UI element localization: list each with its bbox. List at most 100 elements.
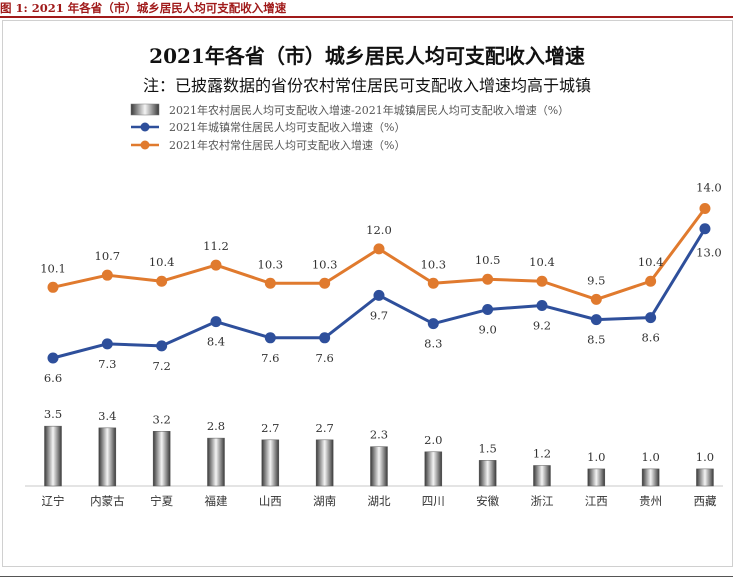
legend-item-rural: 2021年农村常住居民人均可支配收入增速（%） bbox=[131, 138, 405, 152]
chart-title: 2021年各省（市）城乡居民人均可支配收入增速 bbox=[149, 44, 585, 68]
line-series bbox=[47, 203, 711, 364]
rural-point bbox=[373, 243, 385, 255]
bar bbox=[44, 425, 62, 487]
bar-value-label: 3.5 bbox=[44, 407, 62, 421]
bar-value-label: 2.3 bbox=[370, 428, 388, 442]
urban-value-label: 7.2 bbox=[153, 359, 171, 373]
rural-point bbox=[482, 273, 494, 285]
bar-value-label: 1.2 bbox=[533, 446, 551, 460]
bar-value-label: 3.2 bbox=[153, 412, 171, 426]
bottom-rule bbox=[0, 576, 733, 577]
legend-label-urban: 2021年城镇常住居民人均可支配收入增速（%） bbox=[169, 120, 405, 134]
bar bbox=[261, 439, 280, 487]
legend-item-bar: 2021年农村居民人均可支配收入增速-2021年城镇居民人均可支配收入增速（%） bbox=[130, 103, 569, 117]
urban-value-label: 9.0 bbox=[478, 323, 496, 337]
rural-point bbox=[101, 269, 113, 281]
x-tick-label: 湖南 bbox=[313, 494, 336, 508]
x-tick-label: 浙江 bbox=[530, 494, 553, 508]
x-tick-label: 山西 bbox=[259, 494, 282, 508]
legend: 2021年农村居民人均可支配收入增速-2021年城镇居民人均可支配收入增速（%）… bbox=[130, 103, 569, 152]
urban-value-label: 7.6 bbox=[261, 351, 279, 365]
legend-bar-swatch bbox=[130, 103, 160, 116]
bar-value-label: 2.7 bbox=[316, 421, 334, 435]
urban-point bbox=[264, 332, 276, 344]
legend-rural-marker bbox=[140, 140, 150, 150]
bar bbox=[98, 427, 117, 487]
bar-value-label: 1.5 bbox=[478, 441, 496, 455]
rural-point bbox=[427, 277, 439, 289]
rural-value-label: 14.0 bbox=[696, 181, 722, 195]
urban-point bbox=[699, 223, 711, 235]
rural-point bbox=[536, 275, 548, 287]
bar bbox=[424, 451, 443, 487]
urban-value-label: 8.5 bbox=[587, 333, 605, 347]
rural-point bbox=[590, 293, 602, 305]
x-tick-label: 宁夏 bbox=[150, 494, 173, 508]
rural-value-label: 10.3 bbox=[312, 257, 338, 271]
urban-value-label: 13.0 bbox=[696, 246, 722, 260]
chart-frame: 2021年各省（市）城乡居民人均可支配收入增速 注：已披露数据的省份农村常住居民… bbox=[2, 20, 733, 567]
x-tick-label: 西藏 bbox=[693, 494, 716, 508]
urban-point bbox=[319, 332, 331, 344]
legend-label-bar: 2021年农村居民人均可支配收入增速-2021年城镇居民人均可支配收入增速（%） bbox=[169, 103, 569, 117]
urban-point bbox=[373, 289, 385, 301]
bar bbox=[152, 431, 171, 487]
bar-value-label: 2.0 bbox=[424, 433, 442, 447]
rural-value-label: 10.1 bbox=[40, 261, 66, 275]
urban-value-label: 8.3 bbox=[424, 337, 442, 351]
urban-point bbox=[210, 316, 222, 328]
bar bbox=[696, 468, 714, 487]
urban-point bbox=[536, 299, 548, 311]
bar bbox=[641, 468, 660, 487]
chart-svg: 2021年各省（市）城乡居民人均可支配收入增速 注：已披露数据的省份农村常住居民… bbox=[25, 44, 723, 508]
bar-value-label: 2.7 bbox=[261, 421, 279, 435]
urban-value-label: 8.6 bbox=[641, 331, 659, 345]
rural-value-label: 10.5 bbox=[475, 253, 501, 267]
urban-value-label: 7.6 bbox=[316, 351, 334, 365]
urban-point bbox=[47, 352, 59, 364]
urban-point bbox=[645, 312, 657, 324]
legend-label-rural: 2021年农村常住居民人均可支配收入增速（%） bbox=[169, 138, 405, 152]
urban-point bbox=[427, 318, 439, 330]
x-tick-label: 福建 bbox=[204, 494, 227, 508]
urban-value-label: 7.3 bbox=[98, 357, 116, 371]
bar bbox=[207, 437, 225, 487]
x-tick-label: 贵州 bbox=[639, 494, 662, 508]
legend-urban-marker bbox=[140, 122, 150, 132]
bar-value-label: 1.0 bbox=[696, 450, 714, 464]
x-tick-label: 江西 bbox=[585, 494, 608, 508]
bar-value-label: 1.0 bbox=[587, 450, 605, 464]
urban-value-label: 9.2 bbox=[533, 318, 551, 332]
urban-point bbox=[101, 338, 113, 350]
bar-value-label: 3.4 bbox=[98, 409, 116, 423]
chart-subtitle: 注：已披露数据的省份农村常住居民可支配收入增速均高于城镇 bbox=[143, 76, 591, 95]
urban-value-label: 6.6 bbox=[44, 371, 62, 385]
urban-point bbox=[590, 314, 602, 326]
rural-point bbox=[319, 277, 331, 289]
rural-value-label: 10.3 bbox=[258, 257, 284, 271]
bar bbox=[587, 468, 606, 487]
urban-point bbox=[482, 304, 494, 316]
bar bbox=[315, 439, 334, 487]
rural-value-label: 12.0 bbox=[366, 223, 392, 237]
x-tick-label: 安徽 bbox=[476, 494, 499, 508]
x-tick-labels: 辽宁 内蒙古 宁夏 福建 山西 湖南 湖北 四川 安徽 浙江 江西 贵州 西藏 bbox=[42, 494, 717, 508]
rural-point bbox=[156, 275, 168, 287]
x-tick-label: 湖北 bbox=[367, 494, 390, 508]
rural-value-label: 9.5 bbox=[587, 273, 605, 287]
rural-point bbox=[47, 281, 59, 293]
bar bbox=[478, 460, 497, 487]
bar bbox=[533, 465, 551, 487]
x-tick-label: 辽宁 bbox=[42, 494, 65, 508]
legend-item-urban: 2021年城镇常住居民人均可支配收入增速（%） bbox=[131, 120, 405, 134]
rural-point bbox=[264, 277, 276, 289]
rural-point bbox=[699, 203, 711, 215]
urban-value-label: 9.7 bbox=[370, 308, 388, 322]
urban-value-label: 8.4 bbox=[207, 335, 225, 349]
x-tick-label: 四川 bbox=[422, 494, 445, 508]
bar bbox=[370, 446, 388, 487]
rural-value-label: 10.3 bbox=[421, 257, 447, 271]
rural-point bbox=[645, 275, 657, 287]
bar-series bbox=[44, 425, 714, 487]
rural-value-label: 10.7 bbox=[95, 249, 121, 263]
